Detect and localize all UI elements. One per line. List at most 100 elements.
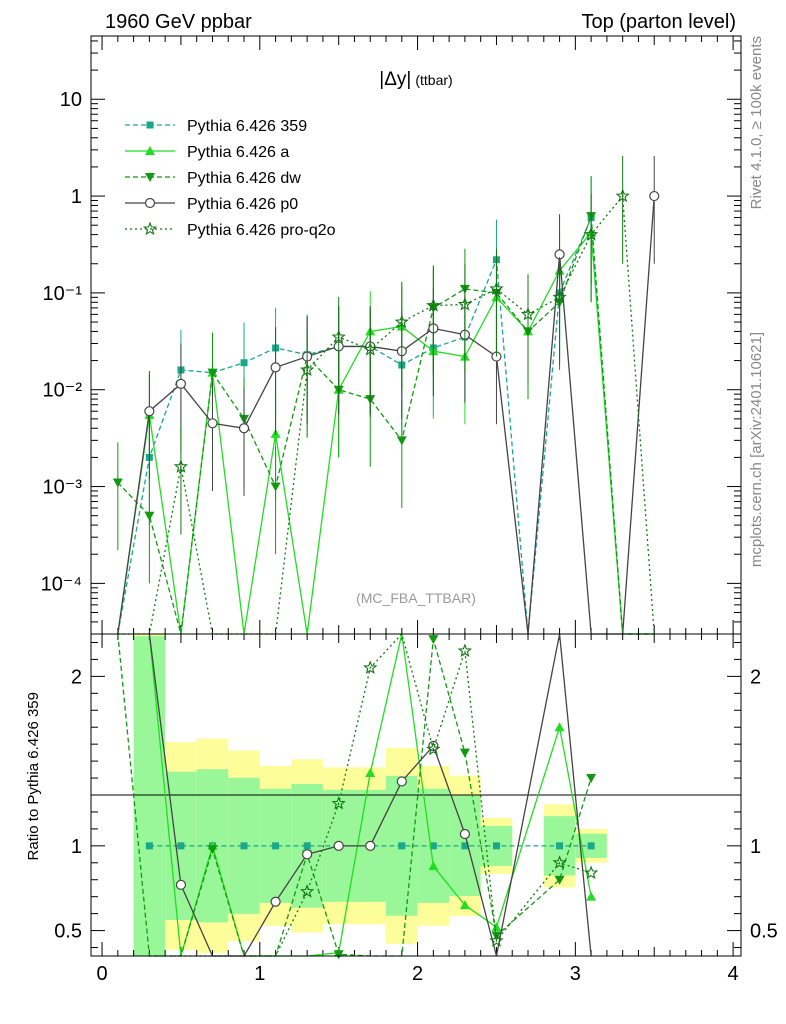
legend-label: Pythia 6.426 a: [187, 144, 289, 161]
ratio-point: [175, 879, 187, 890]
ratio-y-tick-label: 0.5: [54, 921, 82, 943]
data-point: [394, 314, 409, 329]
legend: Pythia 6.426 359 Pythia 6.426 a Pythia 6.4…: [125, 118, 336, 239]
data-point: [238, 423, 250, 434]
main-y-tick-label: 10: [60, 89, 82, 111]
ratio-point: [270, 896, 281, 907]
legend-entry: Pythia 6.426 p0: [125, 196, 298, 213]
header-right: Top (parton level): [581, 11, 736, 33]
ratio-point: [457, 643, 472, 658]
x-tick-labels: 0 1 2 3 4: [96, 963, 738, 985]
data-point: [649, 190, 660, 202]
main-series-layer: [112, 155, 660, 635]
main-panel: |Δy| (ttbar) (MC_FBA_TTBAR) Pythia 6.426 …: [41, 35, 742, 635]
data-point: [207, 368, 218, 378]
rivet-label: Rivet 4.1.0, ≥ 100k events: [748, 36, 765, 209]
data-point: [144, 406, 155, 417]
ratio-point: [428, 861, 439, 871]
ratio-point: [331, 795, 346, 810]
ratio-point: [365, 840, 376, 851]
legend-entry: Pythia 6.426 359: [125, 118, 307, 135]
series-line: [117, 196, 655, 635]
legend-label: Pythia 6.426 pro-q2o: [187, 222, 336, 239]
data-point: [457, 296, 473, 311]
ratio-series-4: [149, 632, 599, 957]
data-point: [173, 459, 189, 473]
series-line: [117, 230, 655, 635]
series-line: [117, 217, 655, 635]
ratio-point: [583, 865, 599, 879]
ratio-point: [333, 950, 344, 960]
ratio-point: [145, 842, 153, 850]
ratio-point: [459, 900, 470, 910]
data-point: [270, 482, 281, 492]
ratio-y-tick-label-right: 2: [750, 666, 761, 688]
ratio-point: [299, 884, 315, 898]
x-tick-label: 4: [728, 963, 739, 985]
ratio-point: [426, 741, 441, 756]
ratio-point: [177, 842, 185, 850]
ratio-y-tick-label-right: 1: [750, 836, 761, 858]
ratio-point: [586, 774, 597, 784]
series-line: [117, 194, 655, 635]
ratio-point: [586, 891, 597, 901]
legend-entry: Pythia 6.426 pro-q2o: [125, 221, 336, 239]
legend-label: Pythia 6.426 p0: [187, 196, 298, 213]
legend-label: Pythia 6.426 dw: [187, 170, 301, 187]
ratio-point: [365, 767, 376, 777]
ratio-point: [428, 635, 439, 645]
x-tick-label: 2: [412, 963, 423, 985]
ratio-point: [363, 660, 378, 674]
data-point: [615, 188, 630, 203]
watermark: (MC_FBA_TTBAR): [356, 590, 476, 606]
data-point: [331, 329, 346, 344]
ratio-point: [459, 828, 471, 840]
ratio-band-green: [133, 636, 166, 956]
ratio-point: [587, 842, 595, 850]
ratio-panel: 0.5 0.5 1 1 2 2 Ratio to Pythia 6.426 359: [25, 632, 778, 960]
ratio-line: [148, 633, 592, 957]
ratio-point: [398, 842, 406, 850]
data-point: [112, 478, 123, 488]
data-point: [489, 281, 504, 295]
legend-entry: Pythia 6.426 dw: [125, 170, 301, 187]
ratio-point: [492, 842, 500, 850]
data-point: [396, 436, 407, 446]
main-y-tick-label: 1: [71, 186, 82, 208]
data-point: [207, 418, 218, 429]
ratio-point: [303, 842, 311, 850]
ratio-point: [461, 842, 469, 850]
chart-title: |Δy| (ttbar): [379, 69, 452, 90]
series-1: [117, 192, 655, 635]
ratio-point: [207, 845, 218, 855]
legend-marker: [145, 146, 155, 155]
legend-marker: [142, 221, 158, 236]
data-point: [363, 342, 378, 356]
series-2: [112, 175, 655, 635]
ratio-point: [333, 840, 344, 851]
main-y-tick-label: 10⁻²: [43, 380, 83, 402]
series-4: [117, 155, 655, 635]
ratio-line: [149, 632, 592, 957]
data-point: [144, 511, 155, 521]
data-point: [583, 227, 599, 241]
main-y-tick-label: 10⁻⁴: [41, 573, 82, 595]
ratio-ylabel: Ratio to Pythia 6.426 359: [25, 692, 42, 860]
main-y-tick-label: 10⁻³: [43, 477, 83, 499]
main-y-tick-label: 10⁻¹: [43, 283, 83, 305]
header-left: 1960 GeV ppbar: [105, 11, 252, 33]
legend-marker: [145, 173, 155, 182]
ratio-y-tick-labels: 0.5 0.5 1 1 2 2: [54, 666, 778, 942]
main-y-tick-labels: 10⁻⁴ 10⁻³ 10⁻² 10⁻¹ 1 10: [41, 89, 83, 595]
x-tick-label: 0: [96, 963, 107, 985]
ratio-axis-ticks: [91, 634, 741, 956]
x-tick-label: 1: [254, 963, 265, 985]
ratio-point: [552, 855, 567, 869]
ratio-point: [272, 842, 280, 850]
ratio-point: [459, 748, 470, 758]
ratio-y-tick-label-right: 0.5: [750, 921, 778, 943]
data-point: [426, 298, 441, 312]
ratio-point: [556, 842, 564, 850]
legend-marker: [144, 197, 156, 209]
